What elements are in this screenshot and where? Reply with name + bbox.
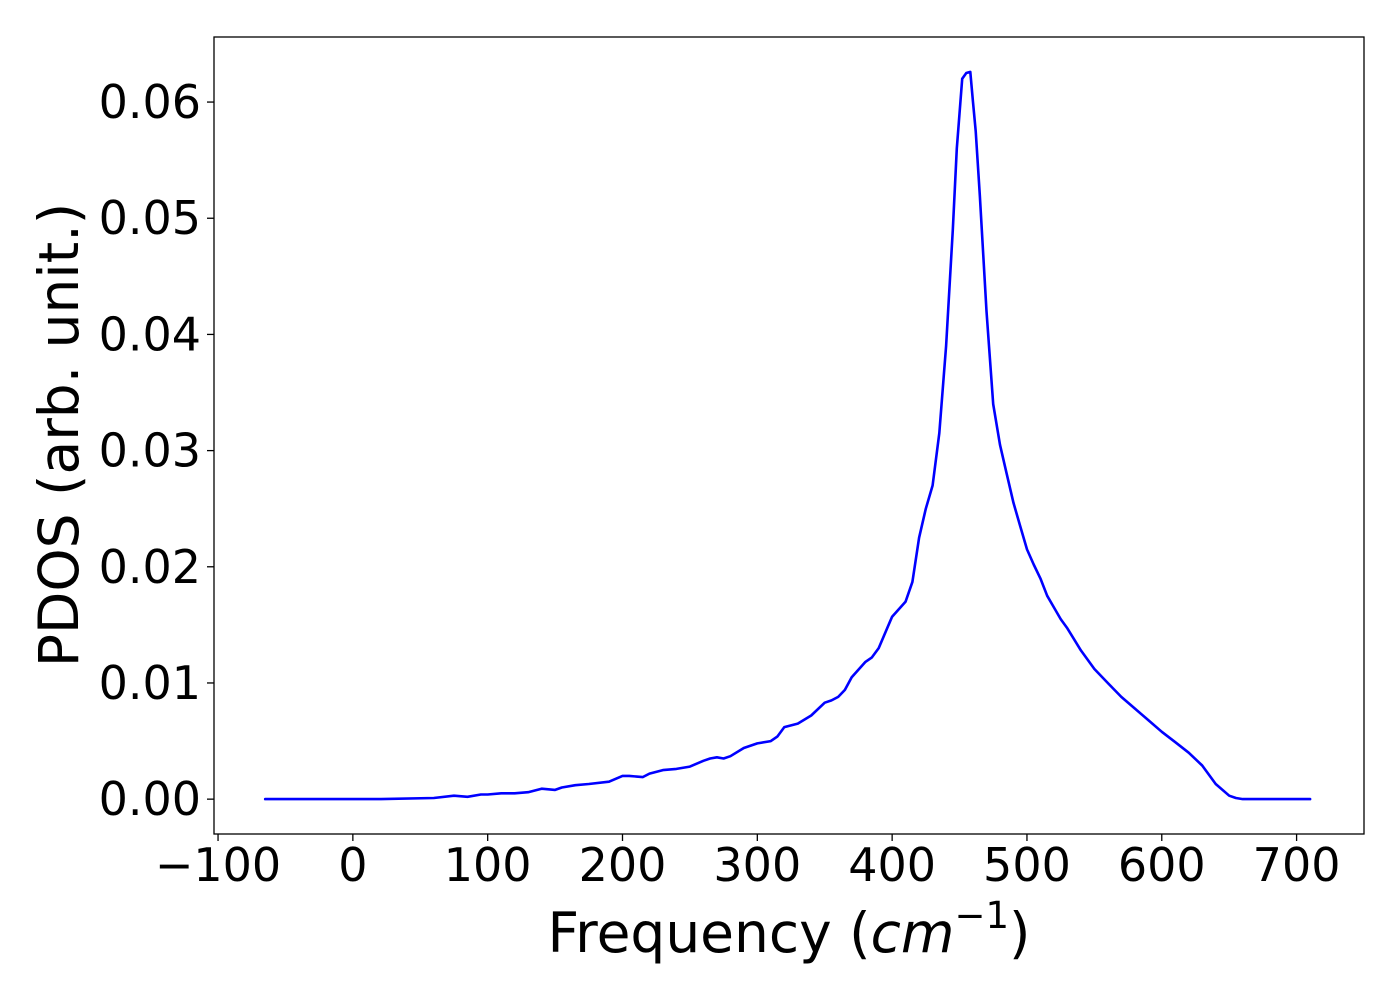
x-axis-label: Frequency (cm−1)	[548, 894, 1031, 965]
x-axis-label-close: )	[1009, 901, 1030, 965]
series-layer	[263, 70, 1312, 801]
x-tick-label: 200	[579, 838, 667, 892]
x-axis-label-text: Frequency (	[548, 901, 871, 965]
x-axis-ticks: −100 0 100 200 300 400 500 600 700	[155, 834, 1341, 892]
x-tick-label: 0	[338, 838, 367, 892]
y-tick-label: 0.00	[99, 772, 201, 826]
y-tick-label: 0.03	[99, 424, 201, 478]
y-tick-label: 0.01	[99, 656, 201, 710]
x-axis-label-unit: cm	[871, 901, 955, 965]
x-tick-label: 700	[1253, 838, 1341, 892]
x-tick-label: −100	[155, 838, 281, 892]
plot-frame	[213, 36, 1365, 835]
y-tick-label: 0.02	[99, 540, 201, 594]
x-tick-label: 100	[444, 838, 532, 892]
x-tick-label: 600	[1118, 838, 1206, 892]
y-axis-label: PDOS (arb. unit.)	[27, 203, 91, 667]
x-tick-label: 500	[983, 838, 1071, 892]
y-tick-label: 0.04	[99, 307, 201, 361]
y-tick-label: 0.05	[99, 191, 201, 245]
y-tick-label: 0.06	[99, 75, 201, 129]
y-axis-ticks: 0.00 0.01 0.02 0.03 0.04 0.05 0.06	[99, 75, 214, 826]
x-axis-label-unit-exponent: −1	[954, 894, 1009, 937]
pdos-series-line	[263, 70, 1312, 801]
x-tick-label: 400	[848, 838, 936, 892]
x-tick-label: 300	[713, 838, 801, 892]
